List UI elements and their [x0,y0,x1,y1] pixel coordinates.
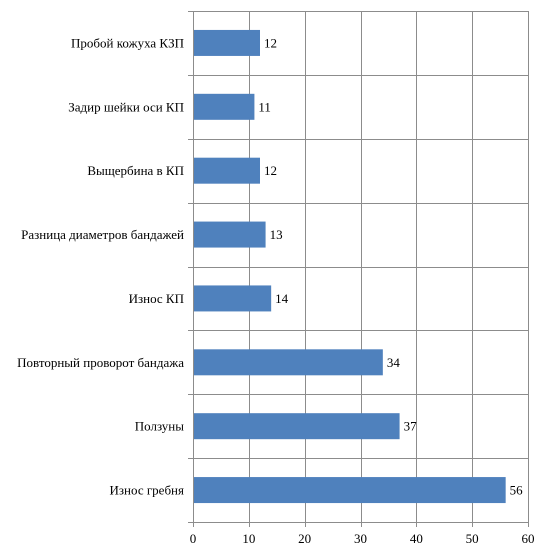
bar [193,477,506,504]
data-label: 13 [270,227,283,242]
grid-lines [193,11,529,523]
labels: 12 Пробой кожуха КЗП 11 Задир шейки оси КП 1… [17,35,534,546]
data-label: 11 [258,99,271,114]
category-label: Разница диаметров бандажей [21,227,184,242]
category-label: Повторный проворот бандажа [17,355,184,370]
bar [193,285,272,312]
bar [193,413,400,440]
data-label: 14 [275,291,289,306]
category-label: Пробой кожуха КЗП [71,35,184,50]
category-label: Ползуны [135,419,185,434]
bar [193,157,260,184]
axes [188,11,529,527]
category-label: Выщербина в КП [87,163,184,178]
category-label: Износ КП [129,291,184,306]
data-label: 37 [404,419,418,434]
data-label: 56 [510,483,523,498]
x-tick-label: 50 [466,531,479,546]
bar [193,29,260,56]
x-tick-label: 10 [242,531,255,546]
data-label: 12 [264,35,277,50]
bar [193,349,383,376]
x-tick-label: 40 [410,531,423,546]
category-label: Износ гребня [110,483,184,498]
category-label: Задир шейки оси КП [68,99,184,114]
x-tick-label: 0 [190,531,197,546]
data-label: 12 [264,163,277,178]
data-label: 34 [387,355,401,370]
x-tick-label: 20 [298,531,311,546]
x-tick-label: 60 [522,531,535,546]
x-tick-label: 30 [354,531,367,546]
bar [193,93,255,120]
bars [193,29,506,504]
bar [193,221,266,248]
